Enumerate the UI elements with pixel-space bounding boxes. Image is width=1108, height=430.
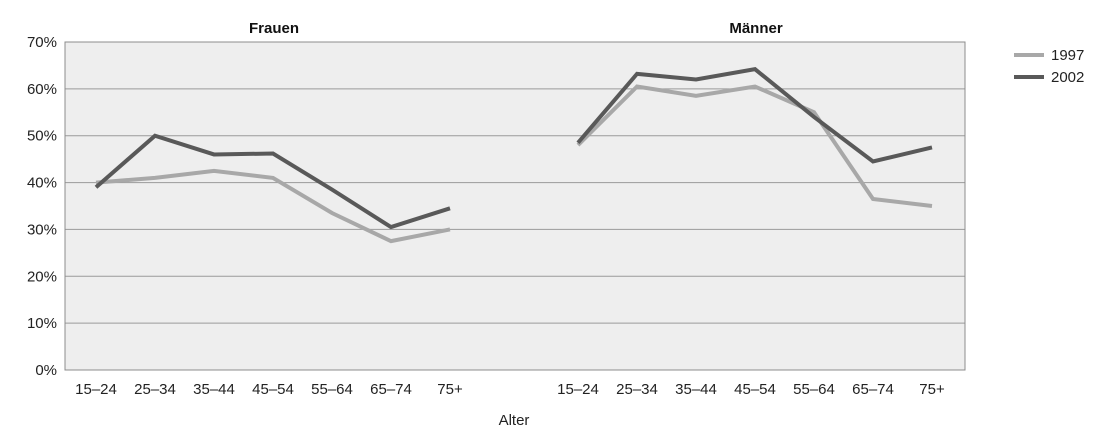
x-tick-label: 55–64 [311,381,353,398]
x-tick-label: 65–74 [852,381,894,398]
x-tick-label: 45–54 [734,381,776,398]
chart-panel: Männer 15–24 25–34 35–44 45–54 55–64 65–74 75+ [557,20,945,398]
y-tick-label: 50% [27,128,57,145]
y-tick-label: 10% [27,315,57,332]
x-tick-label: 65–74 [370,381,412,398]
y-tick-label: 30% [27,221,57,238]
x-tick-label: 55–64 [793,381,835,398]
x-tick-label: 15–24 [557,381,599,398]
y-tick-label: 60% [27,81,57,98]
series-line-2002 [94,133,451,230]
y-tick-label: 40% [27,175,57,192]
series-line-2002 [576,67,933,164]
x-tick-label: 15–24 [75,381,117,398]
series-line-1997 [576,84,933,208]
legend-label: 2002 [1051,69,1084,86]
plot-frame [64,41,966,371]
series-line-1997 [95,168,451,244]
legend-label: 1997 [1051,47,1084,64]
x-tick-label: 35–44 [193,381,235,398]
gridlines [65,88,965,324]
panel-title: Frauen [249,20,299,37]
plot-background [65,42,965,370]
x-tick-label: 35–44 [675,381,717,398]
x-tick-label: 75+ [437,381,463,398]
x-tick-label: 25–34 [134,381,176,398]
x-tick-label: 45–54 [252,381,294,398]
panel-title: Männer [729,20,783,37]
y-tick-label: 70% [27,34,57,51]
y-tick-label: 0% [35,362,57,379]
legend: 1997 2002 [1014,47,1084,86]
x-axis-label: Alter [499,412,530,429]
y-tick-label: 20% [27,268,57,285]
x-tick-label: 25–34 [616,381,658,398]
y-axis-ticks: 0% 10% 20% 30% 40% 50% 60% 70% [27,34,57,379]
x-tick-label: 75+ [919,381,945,398]
chart-panel: Frauen 15–24 25–34 35–44 45–54 55–64 65–74 75+ [75,20,463,398]
